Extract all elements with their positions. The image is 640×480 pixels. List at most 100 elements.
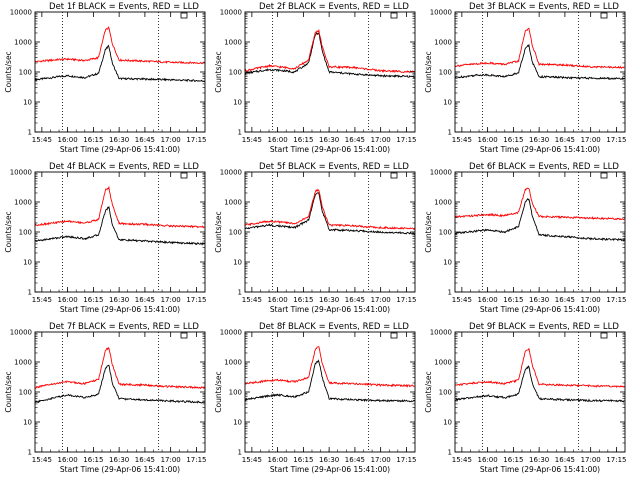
y-tick-label: 10 (233, 259, 242, 267)
x-tick-label: 15:45 (32, 136, 52, 144)
panel-title: Det 5f BLACK = Events, RED = LLD (259, 162, 409, 172)
y-tick-label: 10000 (220, 169, 242, 177)
x-axis-label: Start Time (29-Apr-06 15:41:00) (60, 465, 180, 474)
x-tick-label: 17:15 (606, 456, 626, 464)
x-tick-label: 17:00 (161, 136, 181, 144)
x-tick-label: 16:15 (83, 136, 103, 144)
x-tick-label: 15:45 (242, 456, 262, 464)
x-tick-label: 16:00 (478, 296, 498, 304)
x-tick-label: 17:00 (371, 456, 391, 464)
y-tick-label: 1000 (434, 199, 452, 207)
series-line-events (34, 205, 205, 246)
y-tick-label: 10 (23, 99, 32, 107)
series-line-events (454, 43, 625, 81)
x-tick-label: 16:00 (58, 296, 78, 304)
series-line-lld (244, 188, 415, 231)
y-axis-label: Counts/sec (214, 211, 223, 252)
x-tick-label: 16:00 (268, 136, 288, 144)
x-tick-label: 16:45 (555, 456, 575, 464)
x-tick-label: 16:15 (503, 296, 523, 304)
corner-marker (390, 332, 398, 339)
x-tick-label: 16:30 (109, 136, 129, 144)
panel-title: Det 3f BLACK = Events, RED = LLD (469, 2, 619, 12)
panel-det-4: Det 4f BLACK = Events, RED = LLD 1 10 100 10… (4, 162, 207, 314)
x-tick-label: 17:15 (396, 136, 416, 144)
y-tick-label: 1 (238, 129, 242, 137)
y-tick-label: 100 (229, 69, 242, 77)
series-line-events (454, 197, 625, 242)
y-tick-label: 10000 (10, 169, 32, 177)
x-tick-label: 16:00 (58, 456, 78, 464)
x-tick-label: 17:00 (161, 456, 181, 464)
panel-det-8: Det 8f BLACK = Events, RED = LLD 1 10 100 10… (214, 322, 417, 474)
y-tick-label: 1000 (14, 199, 32, 207)
series-line-lld (454, 347, 625, 388)
x-tick-label: 16:15 (503, 456, 523, 464)
x-tick-label: 16:45 (555, 136, 575, 144)
plot-frame (34, 331, 206, 453)
series-line-events (454, 365, 625, 403)
y-tick-label: 10 (23, 419, 32, 427)
y-tick-label: 1000 (224, 199, 242, 207)
series-line-lld (34, 26, 205, 65)
panel-title: Det 7f BLACK = Events, RED = LLD (49, 322, 199, 332)
x-tick-label: 16:15 (83, 456, 103, 464)
y-axis-label: Counts/sec (214, 371, 223, 412)
x-tick-label: 15:45 (32, 296, 52, 304)
y-tick-label: 100 (229, 229, 242, 237)
y-axis-label: Counts/sec (424, 51, 433, 92)
x-tick-label: 16:30 (319, 296, 339, 304)
x-tick-label: 16:45 (345, 456, 365, 464)
x-tick-label: 16:15 (293, 296, 313, 304)
y-tick-label: 10000 (430, 9, 452, 17)
x-axis-label: Start Time (29-Apr-06 15:41:00) (60, 145, 180, 154)
y-tick-label: 1 (448, 129, 452, 137)
plot-frame (454, 11, 626, 133)
panel-title: Det 8f BLACK = Events, RED = LLD (259, 322, 409, 332)
x-tick-label: 17:15 (606, 136, 626, 144)
y-tick-label: 1 (448, 289, 452, 297)
x-tick-label: 17:00 (371, 296, 391, 304)
plot-frame (454, 331, 626, 453)
x-tick-label: 17:15 (396, 296, 416, 304)
panel-det-2: Det 2f BLACK = Events, RED = LLD 1 10 100 10… (214, 2, 417, 154)
x-axis-label: Start Time (29-Apr-06 15:41:00) (480, 465, 600, 474)
x-tick-label: 16:30 (319, 456, 339, 464)
panel-title: Det 6f BLACK = Events, RED = LLD (469, 162, 619, 172)
panel-det-6: Det 6f BLACK = Events, RED = LLD 1 10 100 10… (424, 162, 627, 314)
series-line-events (34, 44, 205, 83)
y-axis-label: Counts/sec (424, 371, 433, 412)
y-tick-label: 1000 (434, 359, 452, 367)
x-tick-label: 16:45 (135, 296, 155, 304)
y-tick-label: 10000 (430, 169, 452, 177)
x-tick-label: 16:00 (478, 456, 498, 464)
series-line-events (244, 359, 415, 403)
y-axis-label: Counts/sec (424, 211, 433, 252)
panel-det-7: Det 7f BLACK = Events, RED = LLD 1 10 100 10… (4, 322, 207, 474)
y-tick-label: 1000 (434, 39, 452, 47)
panel-det-3: Det 3f BLACK = Events, RED = LLD 1 10 100 10… (424, 2, 627, 154)
series-line-lld (244, 28, 415, 74)
x-axis-label: Start Time (29-Apr-06 15:41:00) (480, 305, 600, 314)
x-tick-label: 15:45 (242, 136, 262, 144)
series-line-lld (34, 347, 205, 390)
y-tick-label: 10 (443, 259, 452, 267)
x-tick-label: 16:00 (478, 136, 498, 144)
y-tick-label: 1000 (14, 359, 32, 367)
x-tick-label: 16:15 (293, 136, 313, 144)
y-tick-label: 10000 (10, 9, 32, 17)
series-line-lld (454, 187, 625, 221)
x-tick-label: 15:45 (452, 296, 472, 304)
series-line-events (34, 364, 205, 404)
x-tick-label: 17:15 (606, 296, 626, 304)
x-axis-label: Start Time (29-Apr-06 15:41:00) (60, 305, 180, 314)
corner-marker (600, 172, 608, 179)
y-tick-label: 10000 (220, 329, 242, 337)
y-tick-label: 100 (439, 229, 452, 237)
x-tick-label: 15:45 (32, 456, 52, 464)
x-tick-label: 17:15 (186, 456, 206, 464)
x-tick-label: 15:45 (242, 296, 262, 304)
y-tick-label: 100 (439, 389, 452, 397)
y-tick-label: 1 (28, 129, 32, 137)
y-axis-label: Counts/sec (214, 51, 223, 92)
